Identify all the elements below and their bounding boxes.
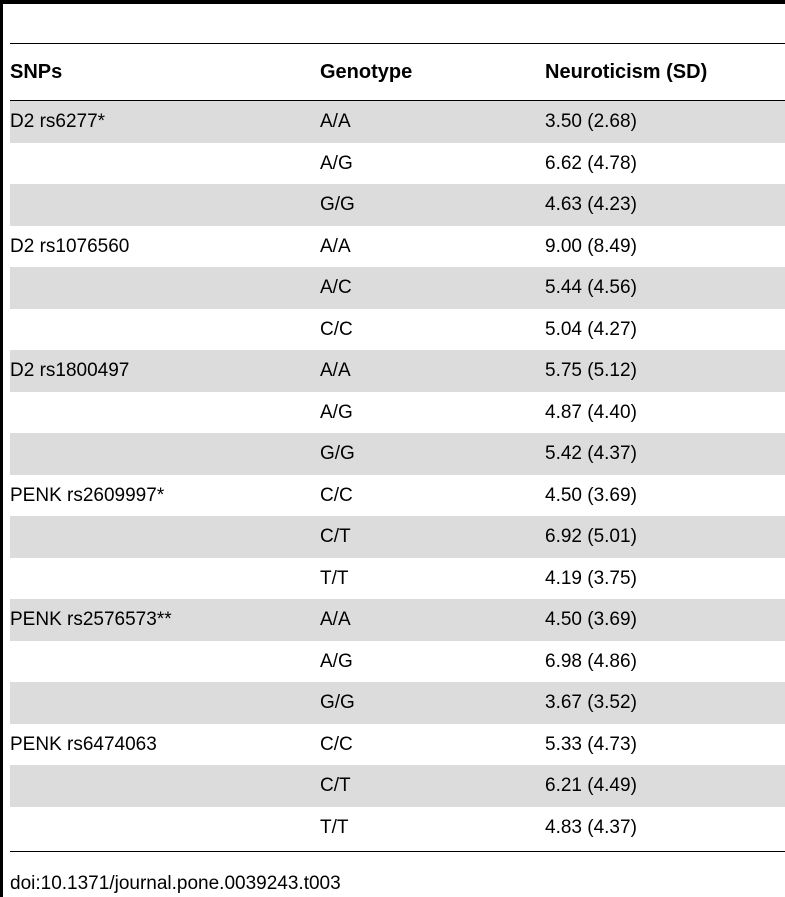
table-row: C/C 5.04 (4.27)	[10, 309, 785, 351]
cell-snp: PENK rs2609997*	[10, 484, 165, 506]
cell-genotype: A/A	[320, 235, 351, 257]
cell-snp: D2 rs1800497	[10, 360, 130, 381]
cell-genotype: G/G	[320, 194, 355, 215]
cell-genotype: A/C	[320, 277, 352, 298]
table-row: PENK rs2576573** A/A 4.50 (3.69)	[10, 599, 785, 641]
cell-genotype: G/G	[320, 443, 355, 464]
top-border-rule	[0, 0, 785, 4]
cell-neuroticism: 4.50 (3.69)	[545, 609, 637, 630]
cell-genotype: C/T	[320, 526, 351, 547]
cell-genotype: C/C	[320, 733, 353, 755]
table-header-row: SNPs Genotype Neuroticism (SD)	[10, 44, 785, 100]
cell-genotype: G/G	[320, 692, 355, 713]
cell-neuroticism: 5.44 (4.56)	[545, 277, 637, 298]
cell-neuroticism: 4.83 (4.37)	[545, 816, 637, 838]
cell-neuroticism: 3.67 (3.52)	[545, 692, 637, 713]
cell-snp: D2 rs6277*	[10, 111, 106, 132]
table-row: T/T 4.19 (3.75)	[10, 558, 785, 600]
cell-neuroticism: 4.50 (3.69)	[545, 484, 637, 506]
left-border-rule	[0, 0, 3, 897]
table-row: G/G 3.67 (3.52)	[10, 682, 785, 724]
table-bottom-rule	[10, 851, 785, 852]
cell-neuroticism: 3.50 (2.68)	[545, 111, 637, 132]
table-body: D2 rs6277* A/A 3.50 (2.68) A/G 6.62 (4.78) G/…	[10, 101, 785, 848]
table-row: PENK rs6474063 C/C 5.33 (4.73)	[10, 724, 785, 766]
cell-snp: PENK rs6474063	[10, 733, 157, 755]
column-header-neuroticism: Neuroticism (SD)	[545, 61, 708, 83]
table-row: C/T 6.92 (5.01)	[10, 516, 785, 558]
cell-neuroticism: 6.92 (5.01)	[545, 526, 637, 547]
cell-genotype: A/G	[320, 152, 353, 174]
table-row: A/G 6.62 (4.78)	[10, 143, 785, 185]
table-row: D2 rs1800497 A/A 5.75 (5.12)	[10, 350, 785, 392]
cell-neuroticism: 5.75 (5.12)	[545, 360, 637, 381]
cell-neuroticism: 4.87 (4.40)	[545, 401, 637, 423]
cell-neuroticism: 6.21 (4.49)	[545, 775, 637, 796]
table-row: G/G 4.63 (4.23)	[10, 184, 785, 226]
cell-neuroticism: 6.62 (4.78)	[545, 152, 637, 174]
cell-neuroticism: 9.00 (8.49)	[545, 235, 637, 257]
cell-genotype: A/G	[320, 401, 353, 423]
cell-neuroticism: 4.19 (3.75)	[545, 567, 637, 589]
table-row: C/T 6.21 (4.49)	[10, 765, 785, 807]
cell-neuroticism: 4.63 (4.23)	[545, 194, 637, 215]
table-row: A/G 4.87 (4.40)	[10, 392, 785, 434]
table-row: PENK rs2609997* C/C 4.50 (3.69)	[10, 475, 785, 517]
table-row: D2 rs1076560 A/A 9.00 (8.49)	[10, 226, 785, 268]
column-header-genotype: Genotype	[320, 61, 413, 83]
cell-genotype: A/A	[320, 111, 351, 132]
cell-genotype: A/G	[320, 650, 353, 672]
cell-genotype: T/T	[320, 816, 349, 838]
cell-genotype: C/T	[320, 775, 351, 796]
cell-genotype: C/C	[320, 484, 353, 506]
cell-neuroticism: 5.04 (4.27)	[545, 318, 637, 340]
cell-neuroticism: 5.42 (4.37)	[545, 443, 637, 464]
cell-genotype: A/A	[320, 609, 351, 630]
table-row: A/G 6.98 (4.86)	[10, 641, 785, 683]
table-row: A/C 5.44 (4.56)	[10, 267, 785, 309]
cell-genotype: A/A	[320, 360, 351, 381]
cell-snp: PENK rs2576573**	[10, 609, 172, 630]
doi-caption: doi:10.1371/journal.pone.0039243.t003	[10, 873, 341, 894]
column-header-snps: SNPs	[10, 61, 63, 83]
cell-neuroticism: 5.33 (4.73)	[545, 733, 637, 755]
cell-snp: D2 rs1076560	[10, 235, 130, 257]
cell-genotype: T/T	[320, 567, 349, 589]
table-row: G/G 5.42 (4.37)	[10, 433, 785, 475]
header-bottom-rule	[10, 100, 785, 101]
table-row: D2 rs6277* A/A 3.50 (2.68)	[10, 101, 785, 143]
cell-neuroticism: 6.98 (4.86)	[545, 650, 637, 672]
cell-genotype: C/C	[320, 318, 353, 340]
header-top-rule	[10, 43, 785, 44]
table-row: T/T 4.83 (4.37)	[10, 807, 785, 849]
